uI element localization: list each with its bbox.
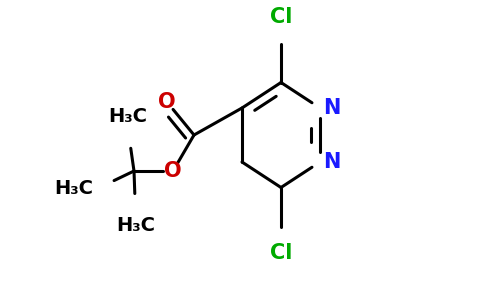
Text: H₃C: H₃C — [116, 216, 155, 235]
Text: O: O — [164, 161, 182, 181]
Text: N: N — [323, 152, 340, 172]
Text: N: N — [323, 98, 340, 118]
Text: O: O — [158, 92, 176, 112]
Text: Cl: Cl — [270, 7, 292, 27]
Text: H₃C: H₃C — [108, 107, 148, 126]
Text: H₃C: H₃C — [55, 179, 93, 199]
Text: Cl: Cl — [270, 243, 292, 263]
